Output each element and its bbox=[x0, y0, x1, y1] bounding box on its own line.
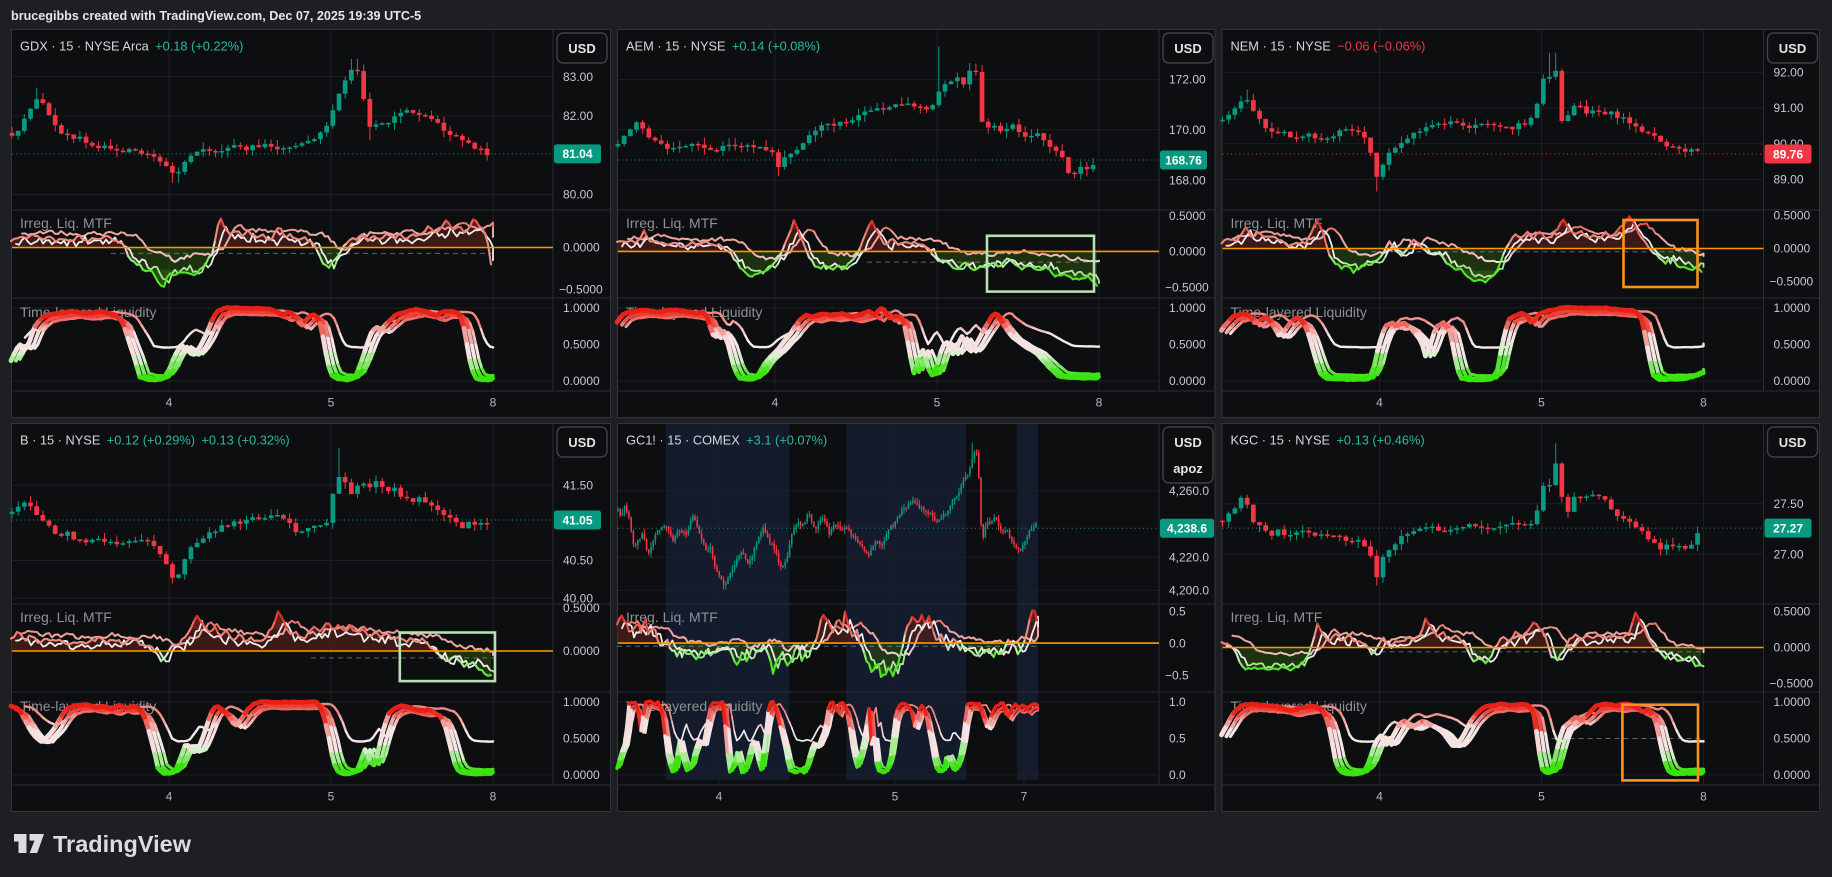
svg-text:0.0000: 0.0000 bbox=[1774, 641, 1811, 655]
svg-text:92.00: 92.00 bbox=[1774, 66, 1804, 80]
svg-text:91.00: 91.00 bbox=[1774, 101, 1804, 115]
svg-text:4,238.6: 4,238.6 bbox=[1167, 522, 1207, 536]
svg-text:0.0: 0.0 bbox=[1169, 636, 1186, 650]
svg-text:−0.5000: −0.5000 bbox=[1770, 275, 1814, 289]
svg-text:0.0000: 0.0000 bbox=[1774, 374, 1811, 388]
svg-text:AEM · 15 · NYSE +0.14 (+0.08%): AEM · 15 · NYSE +0.14 (+0.08%) bbox=[626, 39, 820, 54]
svg-text:4: 4 bbox=[716, 790, 723, 804]
svg-text:Irreg. Liq. MTF: Irreg. Liq. MTF bbox=[626, 609, 718, 625]
svg-text:KGC · 15 · NYSE +0.13 (+0.46%): KGC · 15 · NYSE +0.13 (+0.46%) bbox=[1231, 433, 1425, 448]
svg-text:brucegibbs created with Tradin: brucegibbs created with TradingView.com,… bbox=[11, 9, 421, 23]
svg-text:0.0000: 0.0000 bbox=[563, 768, 600, 782]
svg-text:1.0: 1.0 bbox=[1169, 695, 1186, 709]
svg-text:41.50: 41.50 bbox=[563, 479, 593, 493]
svg-text:0.5000: 0.5000 bbox=[1774, 732, 1811, 746]
svg-text:USD: USD bbox=[1779, 41, 1806, 56]
svg-text:4: 4 bbox=[1376, 790, 1383, 804]
svg-text:1.0000: 1.0000 bbox=[1774, 301, 1811, 315]
svg-text:USD: USD bbox=[1174, 435, 1201, 450]
svg-text:83.00: 83.00 bbox=[563, 70, 593, 84]
svg-text:168.76: 168.76 bbox=[1165, 153, 1202, 167]
svg-text:USD: USD bbox=[568, 435, 595, 450]
svg-text:89.00: 89.00 bbox=[1774, 173, 1804, 187]
svg-text:4: 4 bbox=[166, 396, 173, 410]
svg-text:4: 4 bbox=[166, 790, 173, 804]
svg-text:−0.5000: −0.5000 bbox=[559, 283, 603, 297]
svg-text:−0.5000: −0.5000 bbox=[1770, 677, 1814, 691]
svg-text:TradingView: TradingView bbox=[53, 831, 192, 857]
svg-text:82.00: 82.00 bbox=[563, 109, 593, 123]
svg-text:NEM · 15 · NYSE −0.06 (−0.06%): NEM · 15 · NYSE −0.06 (−0.06%) bbox=[1231, 39, 1426, 54]
svg-text:0.0000: 0.0000 bbox=[1774, 768, 1811, 782]
svg-text:0.5000: 0.5000 bbox=[1774, 338, 1811, 352]
svg-text:GC1! · 15 · COMEX +3.1 (+0.07%: GC1! · 15 · COMEX +3.1 (+0.07%) bbox=[626, 433, 827, 448]
svg-text:0.0000: 0.0000 bbox=[563, 644, 600, 658]
svg-text:0.0000: 0.0000 bbox=[563, 241, 600, 255]
svg-text:4,200.0: 4,200.0 bbox=[1169, 584, 1209, 598]
svg-text:0.5000: 0.5000 bbox=[1774, 605, 1811, 619]
svg-text:27.27: 27.27 bbox=[1773, 521, 1803, 535]
svg-text:0.5000: 0.5000 bbox=[1169, 209, 1206, 223]
svg-text:Irreg. Liq. MTF: Irreg. Liq. MTF bbox=[626, 215, 718, 231]
svg-text:81.04: 81.04 bbox=[562, 147, 592, 161]
svg-text:0.0000: 0.0000 bbox=[1169, 245, 1206, 259]
svg-text:Irreg. Liq. MTF: Irreg. Liq. MTF bbox=[20, 215, 112, 231]
svg-text:80.00: 80.00 bbox=[563, 188, 593, 202]
svg-text:USD: USD bbox=[1174, 41, 1201, 56]
svg-text:5: 5 bbox=[1538, 396, 1545, 410]
svg-text:5: 5 bbox=[934, 396, 941, 410]
svg-text:0.5000: 0.5000 bbox=[1774, 209, 1811, 223]
svg-text:−0.5000: −0.5000 bbox=[1165, 280, 1209, 294]
svg-text:172.00: 172.00 bbox=[1169, 73, 1206, 87]
svg-text:0.0000: 0.0000 bbox=[1774, 242, 1811, 256]
svg-text:8: 8 bbox=[490, 790, 497, 804]
svg-text:8: 8 bbox=[1700, 790, 1707, 804]
svg-text:Irreg. Liq. MTF: Irreg. Liq. MTF bbox=[1231, 215, 1323, 231]
svg-text:0.0000: 0.0000 bbox=[1169, 374, 1206, 388]
svg-text:168.00: 168.00 bbox=[1169, 173, 1206, 187]
svg-text:8: 8 bbox=[1096, 396, 1103, 410]
svg-text:USD: USD bbox=[568, 41, 595, 56]
svg-text:8: 8 bbox=[1700, 396, 1707, 410]
svg-text:0.5000: 0.5000 bbox=[563, 338, 600, 352]
svg-text:B · 15 · NYSE +0.12 (+0.29%) +: B · 15 · NYSE +0.12 (+0.29%) +0.13 (+0.3… bbox=[20, 433, 290, 448]
svg-text:0.0: 0.0 bbox=[1169, 768, 1186, 782]
svg-text:0.5000: 0.5000 bbox=[1169, 338, 1206, 352]
svg-text:4: 4 bbox=[772, 396, 779, 410]
svg-text:1.0000: 1.0000 bbox=[1774, 695, 1811, 709]
svg-text:27.50: 27.50 bbox=[1774, 497, 1804, 511]
svg-text:1.0000: 1.0000 bbox=[563, 695, 600, 709]
svg-text:1.0000: 1.0000 bbox=[563, 301, 600, 315]
svg-text:4,260.0: 4,260.0 bbox=[1169, 484, 1209, 498]
svg-text:−0.5: −0.5 bbox=[1165, 668, 1189, 682]
svg-text:40.50: 40.50 bbox=[563, 554, 593, 568]
svg-text:4,220.0: 4,220.0 bbox=[1169, 550, 1209, 564]
svg-text:27.00: 27.00 bbox=[1774, 547, 1804, 561]
svg-text:0.5: 0.5 bbox=[1169, 732, 1186, 746]
svg-text:Irreg. Liq. MTF: Irreg. Liq. MTF bbox=[1231, 609, 1323, 625]
svg-text:5: 5 bbox=[892, 790, 899, 804]
svg-text:40.00: 40.00 bbox=[563, 591, 593, 605]
svg-text:0.5000: 0.5000 bbox=[563, 601, 600, 615]
svg-text:0.0000: 0.0000 bbox=[563, 374, 600, 388]
svg-text:0.5: 0.5 bbox=[1169, 604, 1186, 618]
svg-text:4: 4 bbox=[1376, 396, 1383, 410]
svg-text:GDX · 15 · NYSE Arca +0.18 (+0: GDX · 15 · NYSE Arca +0.18 (+0.22%) bbox=[20, 39, 243, 54]
svg-text:8: 8 bbox=[490, 396, 497, 410]
svg-text:170.00: 170.00 bbox=[1169, 123, 1206, 137]
svg-text:89.76: 89.76 bbox=[1773, 147, 1803, 161]
svg-text:Irreg. Liq. MTF: Irreg. Liq. MTF bbox=[20, 609, 112, 625]
svg-text:USD: USD bbox=[1779, 435, 1806, 450]
svg-text:1.0000: 1.0000 bbox=[1169, 301, 1206, 315]
svg-text:5: 5 bbox=[1538, 790, 1545, 804]
svg-text:5: 5 bbox=[328, 790, 335, 804]
svg-text:0.5000: 0.5000 bbox=[563, 732, 600, 746]
svg-text:7: 7 bbox=[1021, 790, 1028, 804]
svg-text:5: 5 bbox=[328, 396, 335, 410]
svg-text:apoz: apoz bbox=[1173, 461, 1203, 476]
svg-text:41.05: 41.05 bbox=[562, 513, 592, 527]
